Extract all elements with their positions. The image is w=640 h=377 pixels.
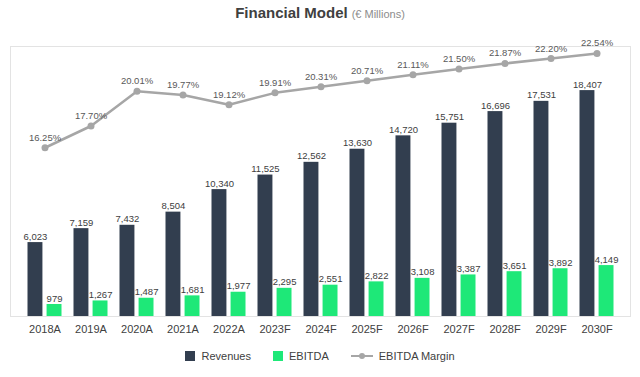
svg-text:3,651: 3,651 (503, 260, 527, 271)
svg-text:2021A: 2021A (167, 323, 199, 335)
svg-text:16.25%: 16.25% (29, 132, 62, 143)
svg-text:3,108: 3,108 (411, 266, 435, 277)
svg-text:7,432: 7,432 (116, 213, 140, 224)
svg-text:13,630: 13,630 (343, 137, 372, 148)
svg-text:979: 979 (47, 293, 63, 304)
svg-text:20.31%: 20.31% (305, 71, 338, 82)
svg-text:3,387: 3,387 (457, 263, 481, 274)
html-text:Financial Model (€ Millions): Financial Model (€ Millions) (235, 4, 405, 21)
svg-text:19.91%: 19.91% (259, 77, 292, 88)
svg-text:1,487: 1,487 (135, 286, 159, 297)
svg-text:18,407: 18,407 (573, 79, 602, 90)
svg-text:2025F: 2025F (351, 323, 382, 335)
svg-text:21.87%: 21.87% (489, 47, 522, 58)
svg-text:21.50%: 21.50% (443, 53, 476, 64)
svg-text:2020A: 2020A (121, 323, 153, 335)
svg-text:2018A: 2018A (29, 323, 61, 335)
html-text:EBITDA Margin: EBITDA Margin (378, 350, 455, 362)
svg-text:7,159: 7,159 (70, 217, 94, 228)
svg-text:2023F: 2023F (259, 323, 290, 335)
svg-text:21.11%: 21.11% (397, 59, 429, 70)
svg-text:11,525: 11,525 (251, 163, 279, 174)
svg-text:17.70%: 17.70% (75, 110, 108, 121)
svg-text:8,504: 8,504 (162, 200, 186, 211)
svg-text:2019A: 2019A (75, 323, 107, 335)
html-text:EBITDA: EBITDA (289, 350, 329, 362)
svg-text:1,681: 1,681 (181, 284, 205, 295)
svg-text:20.71%: 20.71% (351, 65, 384, 76)
svg-text:20.01%: 20.01% (121, 75, 154, 86)
svg-text:2028F: 2028F (489, 323, 520, 335)
svg-text:2022A: 2022A (213, 323, 245, 335)
svg-text:14,720: 14,720 (389, 124, 418, 135)
svg-text:1,977: 1,977 (227, 280, 251, 291)
svg-text:2026F: 2026F (397, 323, 428, 335)
svg-text:17,531: 17,531 (527, 89, 556, 100)
svg-text:2,295: 2,295 (273, 276, 297, 287)
svg-text:16,696: 16,696 (481, 100, 510, 111)
svg-text:12,562: 12,562 (297, 150, 326, 161)
svg-text:4,149: 4,149 (595, 254, 619, 265)
svg-text:2,551: 2,551 (319, 273, 343, 284)
svg-text:22.54%: 22.54% (581, 37, 614, 48)
svg-text:2024F: 2024F (305, 323, 336, 335)
svg-text:3,892: 3,892 (549, 257, 573, 268)
svg-text:2030F: 2030F (581, 323, 612, 335)
svg-text:2029F: 2029F (535, 323, 566, 335)
svg-text:19.12%: 19.12% (213, 89, 246, 100)
svg-text:10,340: 10,340 (205, 178, 234, 189)
svg-text:6,023: 6,023 (24, 231, 48, 242)
svg-text:2,822: 2,822 (365, 270, 389, 281)
svg-text:2027F: 2027F (443, 323, 474, 335)
html-text:Revenues: Revenues (201, 350, 251, 362)
svg-text:22.20%: 22.20% (535, 43, 568, 54)
svg-text:19.77%: 19.77% (167, 79, 200, 90)
svg-text:1,267: 1,267 (89, 289, 113, 300)
svg-text:15,751: 15,751 (435, 111, 464, 122)
